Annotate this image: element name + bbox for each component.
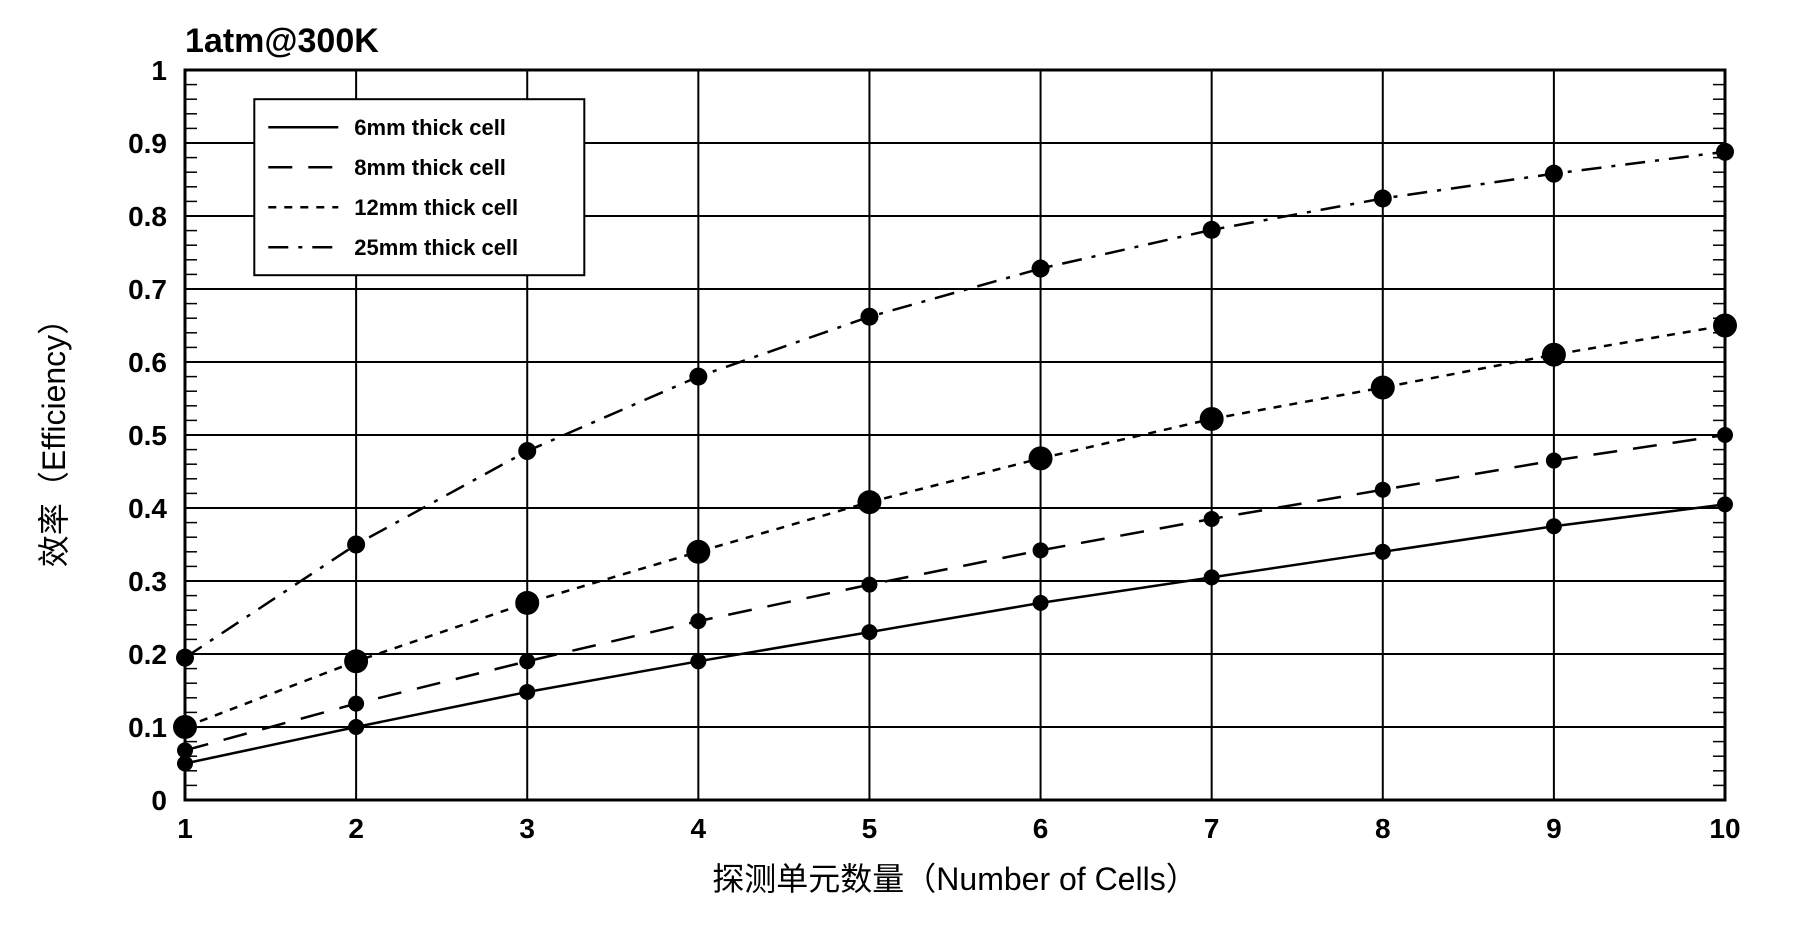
series-marker	[1375, 482, 1391, 498]
series-marker	[690, 613, 706, 629]
series-marker	[1204, 569, 1220, 585]
series-marker	[857, 490, 881, 514]
x-tick-label: 9	[1546, 813, 1562, 844]
x-tick-label: 8	[1375, 813, 1391, 844]
x-tick-label: 5	[862, 813, 878, 844]
series-marker	[1033, 595, 1049, 611]
legend-label: 12mm thick cell	[354, 195, 518, 220]
y-tick-label: 0.9	[128, 128, 167, 159]
y-tick-label: 0.4	[128, 493, 167, 524]
y-tick-label: 1	[151, 55, 167, 86]
y-axis-label: 效率（Efficiency）	[36, 303, 72, 567]
x-tick-label: 3	[519, 813, 535, 844]
series-marker	[1545, 165, 1563, 183]
x-axis-label: 探测单元数量（Number of Cells）	[712, 861, 1197, 897]
series-marker	[1374, 189, 1392, 207]
chart-title: 1atm@300K	[185, 22, 379, 60]
series-marker	[1371, 376, 1395, 400]
efficiency-chart: 1 2 3 4 5 6 7 8 9 10 0 0.1 0.2 0.3 0.4 0.5 0.6 0.7 0.8 0.9 1…	[0, 0, 1801, 945]
x-tick-label: 7	[1204, 813, 1220, 844]
series-marker	[1546, 518, 1562, 534]
x-tick-label: 1	[177, 813, 193, 844]
series-marker	[1375, 544, 1391, 560]
series-marker	[861, 577, 877, 593]
series-marker	[518, 442, 536, 460]
series-marker	[1029, 446, 1053, 470]
series-marker	[347, 536, 365, 554]
series-marker	[344, 649, 368, 673]
y-tick-label: 0.1	[128, 712, 167, 743]
series-marker	[690, 653, 706, 669]
series-marker	[860, 308, 878, 326]
y-tick-label: 0.6	[128, 347, 167, 378]
legend-label: 25mm thick cell	[354, 235, 518, 260]
series-marker	[1200, 407, 1224, 431]
series-marker	[1542, 343, 1566, 367]
y-tick-label: 0.3	[128, 566, 167, 597]
series-marker	[1033, 542, 1049, 558]
y-tick-label: 0.7	[128, 274, 167, 305]
y-tick-label: 0	[151, 785, 167, 816]
series-marker	[1546, 453, 1562, 469]
series-marker	[1204, 511, 1220, 527]
series-marker	[686, 540, 710, 564]
legend-label: 6mm thick cell	[354, 115, 506, 140]
x-tick-label: 6	[1033, 813, 1049, 844]
chart-container: 1 2 3 4 5 6 7 8 9 10 0 0.1 0.2 0.3 0.4 0.5 0.6 0.7 0.8 0.9 1…	[0, 0, 1801, 945]
series-marker	[519, 684, 535, 700]
x-tick-label: 10	[1709, 813, 1740, 844]
series-marker	[348, 696, 364, 712]
series-marker	[1203, 221, 1221, 239]
series-marker	[515, 591, 539, 615]
y-tick-label: 0.5	[128, 420, 167, 451]
series-marker	[519, 653, 535, 669]
series-marker	[689, 368, 707, 386]
x-tick-label: 2	[348, 813, 364, 844]
x-tick-label: 4	[691, 813, 707, 844]
legend-label: 8mm thick cell	[354, 155, 506, 180]
y-tick-label: 0.8	[128, 201, 167, 232]
series-marker	[1032, 260, 1050, 278]
y-tick-label: 0.2	[128, 639, 167, 670]
series-marker	[348, 719, 364, 735]
series-marker	[861, 624, 877, 640]
